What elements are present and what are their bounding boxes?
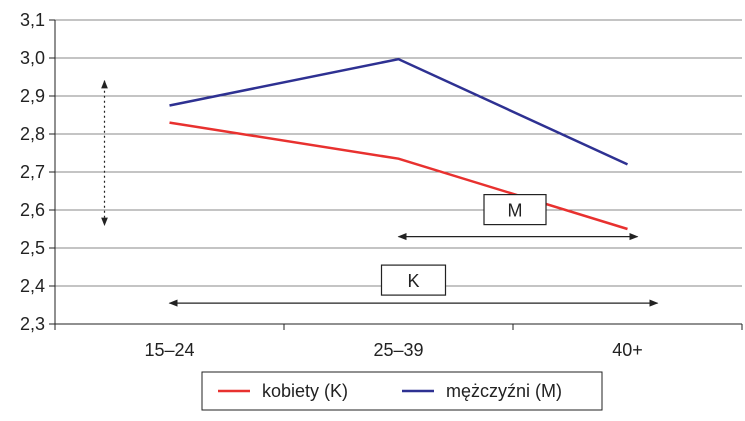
y-tick-label: 2,5	[20, 238, 45, 258]
x-tick-label: 25–39	[373, 340, 423, 360]
annotation-label-m: M	[508, 201, 523, 221]
annotation-label-k: K	[407, 271, 419, 291]
y-tick-label: 2,9	[20, 86, 45, 106]
x-tick-label: 40+	[612, 340, 643, 360]
series-lines	[169, 59, 627, 229]
x-axis-tick-labels: 15–24 25–39 40+	[144, 340, 642, 360]
y-tick-label: 2,3	[20, 314, 45, 334]
y-tick-label: 3,0	[20, 48, 45, 68]
x-tick-label: 15–24	[144, 340, 194, 360]
y-axis-tick-labels: 2,3 2,4 2,5 2,6 2,7 2,8 2,9 3,0 3,1	[20, 10, 45, 334]
legend: kobiety (K) mężczyźni (M)	[202, 372, 602, 410]
legend-label-1: mężczyźni (M)	[446, 381, 562, 401]
y-tick-label: 2,4	[20, 276, 45, 296]
series-line-1	[170, 59, 628, 164]
y-tick-label: 2,7	[20, 162, 45, 182]
legend-label-0: kobiety (K)	[262, 381, 348, 401]
annotations: MK	[105, 81, 658, 303]
y-tick-label: 3,1	[20, 10, 45, 30]
series-line-0	[170, 123, 628, 229]
y-tick-label: 2,6	[20, 200, 45, 220]
y-tick-label: 2,8	[20, 124, 45, 144]
